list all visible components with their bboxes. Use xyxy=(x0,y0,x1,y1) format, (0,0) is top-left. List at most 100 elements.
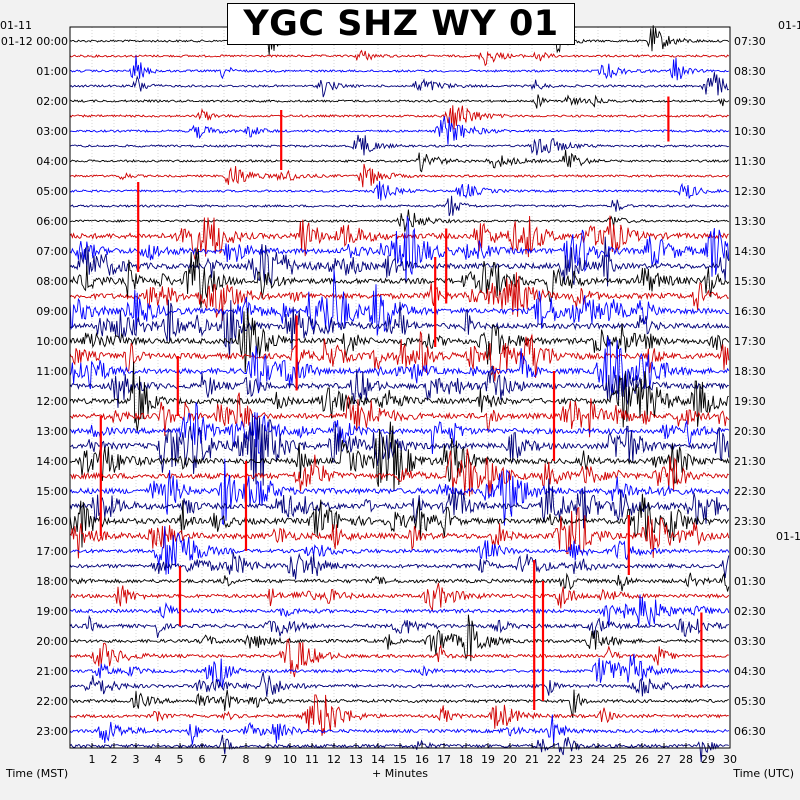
seismic-trace xyxy=(69,55,729,81)
x-tick-label: 25 xyxy=(613,753,627,766)
x-tick-label: 7 xyxy=(221,753,228,766)
seismic-trace xyxy=(69,195,729,217)
seismic-trace xyxy=(69,149,730,173)
seismic-trace xyxy=(69,458,730,526)
right-hour-label: 00:30 xyxy=(734,545,766,558)
seismic-trace xyxy=(69,413,730,486)
left-hour-label: 01-12 00:00 xyxy=(1,35,68,48)
seismic-trace xyxy=(69,307,730,373)
right-hour-label: 07:30 xyxy=(734,35,766,48)
seismic-trace xyxy=(69,361,730,432)
left-hour-label: 09:00 xyxy=(36,305,68,318)
seismic-trace xyxy=(69,671,730,697)
x-tick-label: 12 xyxy=(327,753,341,766)
x-tick-label: 21 xyxy=(525,753,539,766)
left-hour-label: 11:00 xyxy=(36,365,68,378)
x-tick-label: 9 xyxy=(265,753,272,766)
left-hour-label: 19:00 xyxy=(36,605,68,618)
left-hour-label: 04:00 xyxy=(36,155,68,168)
left-hour-label: 10:00 xyxy=(36,335,68,348)
right-hour-label: 18:30 xyxy=(734,365,766,378)
left-hour-label: 06:00 xyxy=(36,215,68,228)
seismic-trace xyxy=(69,653,730,688)
seismic-trace xyxy=(69,336,730,401)
x-tick-label: 17 xyxy=(437,753,451,766)
seismic-trace xyxy=(69,714,730,745)
left-hour-label: 13:00 xyxy=(36,425,68,438)
seismic-trace xyxy=(69,614,729,662)
seismic-trace xyxy=(69,209,730,232)
right-hour-label: 12:30 xyxy=(734,185,766,198)
x-tick-label: 20 xyxy=(503,753,517,766)
left-hour-label: 23:00 xyxy=(36,725,68,738)
left-hour-label: 07:00 xyxy=(36,245,68,258)
x-tick-label: 23 xyxy=(569,753,583,766)
right-hour-label: 03:30 xyxy=(734,635,766,648)
left-hour-label: 01:00 xyxy=(36,65,68,78)
right-hour-label: 21:30 xyxy=(734,455,766,468)
x-tick-label: 30 xyxy=(723,753,737,766)
seismic-trace xyxy=(69,116,730,145)
left-hour-label: 03:00 xyxy=(36,125,68,138)
x-tick-label: 18 xyxy=(459,753,473,766)
x-tick-label: 16 xyxy=(415,753,429,766)
seismic-trace xyxy=(69,526,730,575)
right-hour-label: 20:30 xyxy=(734,425,766,438)
left-hour-label: 15:00 xyxy=(36,485,68,498)
left-hour-label: 18:00 xyxy=(36,575,68,588)
right-hour-label: 13:30 xyxy=(734,215,766,228)
right-axis-label: Time (UTC) xyxy=(732,767,794,780)
right-hour-label: 10:30 xyxy=(734,125,766,138)
seismic-trace xyxy=(69,331,730,382)
x-tick-label: 24 xyxy=(591,753,605,766)
seismic-trace xyxy=(69,478,730,529)
x-tick-label: 1 xyxy=(89,753,96,766)
x-tick-label: 4 xyxy=(155,753,162,766)
x-tick-label: 14 xyxy=(371,753,385,766)
right-hour-label: 05:30 xyxy=(734,695,766,708)
seismic-trace xyxy=(69,49,730,67)
right-hour-label: 04:30 xyxy=(734,665,766,678)
left-hour-label: 17:00 xyxy=(36,545,68,558)
right-hour-label: 15:30 xyxy=(734,275,766,288)
seismic-trace xyxy=(69,272,729,321)
seismic-trace xyxy=(69,105,730,130)
x-tick-label: 8 xyxy=(243,753,250,766)
x-tick-label: 3 xyxy=(133,753,140,766)
seismic-trace xyxy=(69,493,730,548)
right-hour-label: 19:30 xyxy=(734,395,766,408)
right-hour-label: 14:30 xyxy=(734,245,766,258)
left-hour-label: 20:00 xyxy=(36,635,68,648)
seismic-trace xyxy=(69,614,730,639)
seismic-trace xyxy=(69,421,730,492)
left-hour-label: 14:00 xyxy=(36,455,68,468)
x-tick-label: 10 xyxy=(283,753,297,766)
left-hour-label: 02:00 xyxy=(36,95,68,108)
right-hour-label: 11:30 xyxy=(734,155,766,168)
right-hour-label: 16:30 xyxy=(734,305,766,318)
seismic-trace xyxy=(69,215,730,283)
right-hour-label: 01:30 xyxy=(734,575,766,588)
x-tick-label: 11 xyxy=(305,753,319,766)
left-hour-label: 21:00 xyxy=(36,665,68,678)
x-axis-ticks xyxy=(69,743,731,748)
x-tick-label: 28 xyxy=(679,753,693,766)
right-next-date: 01-1 xyxy=(776,530,800,543)
x-tick-label: 2 xyxy=(111,753,118,766)
left-hour-label: 08:00 xyxy=(36,275,68,288)
x-tick-label: 5 xyxy=(177,753,184,766)
seismic-trace xyxy=(69,72,729,98)
seismic-trace xyxy=(69,402,730,455)
x-tick-label: 13 xyxy=(349,753,363,766)
seismic-trace xyxy=(69,506,730,559)
seismic-trace xyxy=(69,163,730,188)
left-start-date: 01-11 xyxy=(0,19,32,32)
seismic-trace xyxy=(69,94,730,109)
left-axis-label: Time (MST) xyxy=(5,767,68,780)
seismic-trace xyxy=(69,694,729,736)
right-hour-label: 23:30 xyxy=(734,515,766,528)
seismic-trace xyxy=(69,247,730,308)
right-hour-label: 08:30 xyxy=(734,65,766,78)
